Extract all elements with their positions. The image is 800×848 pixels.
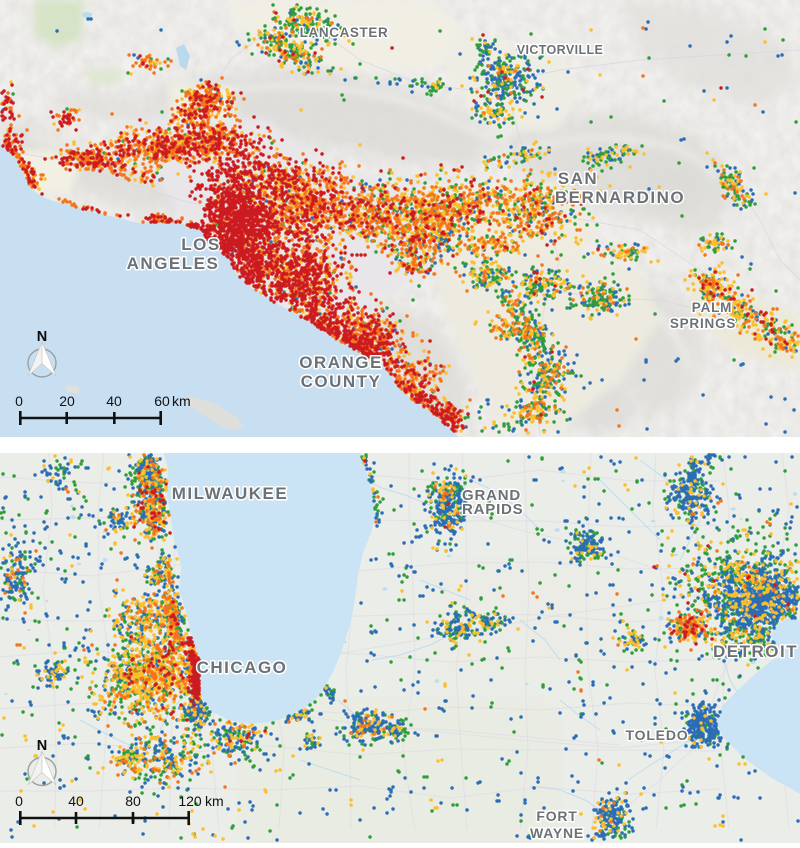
svg-text:ORANGE: ORANGE	[299, 353, 383, 372]
svg-text:BERNARDINO: BERNARDINO	[555, 188, 685, 207]
svg-text:40: 40	[68, 793, 84, 809]
svg-text:FORT: FORT	[536, 808, 577, 824]
svg-text:120: 120	[178, 793, 202, 809]
svg-text:0: 0	[15, 793, 23, 809]
svg-text:COUNTY: COUNTY	[301, 372, 382, 391]
svg-text:80: 80	[125, 793, 141, 809]
svg-text:TOLEDO: TOLEDO	[626, 727, 689, 743]
svg-text:N: N	[37, 329, 47, 345]
svg-text:MILWAUKEE: MILWAUKEE	[172, 484, 288, 503]
svg-text:VICTORVILLE: VICTORVILLE	[517, 43, 604, 57]
svg-text:0: 0	[15, 393, 23, 409]
svg-text:CHICAGO: CHICAGO	[197, 658, 288, 677]
svg-text:SAN: SAN	[558, 169, 598, 188]
svg-text:60: 60	[154, 393, 170, 409]
svg-text:20: 20	[59, 393, 75, 409]
svg-text:N: N	[37, 738, 47, 754]
svg-text:km: km	[172, 393, 191, 409]
svg-text:LANCASTER: LANCASTER	[300, 25, 389, 40]
svg-text:40: 40	[106, 393, 122, 409]
svg-text:ANGELES: ANGELES	[127, 254, 220, 273]
svg-text:PALM: PALM	[692, 300, 732, 315]
svg-text:LOS: LOS	[181, 235, 220, 254]
svg-text:GRAND: GRAND	[462, 487, 521, 504]
svg-text:WAYNE: WAYNE	[530, 825, 584, 841]
svg-text:RAPIDS: RAPIDS	[462, 501, 523, 518]
svg-text:km: km	[205, 793, 224, 809]
svg-text:DETROIT: DETROIT	[713, 642, 798, 661]
svg-text:SPRINGS: SPRINGS	[670, 316, 736, 331]
